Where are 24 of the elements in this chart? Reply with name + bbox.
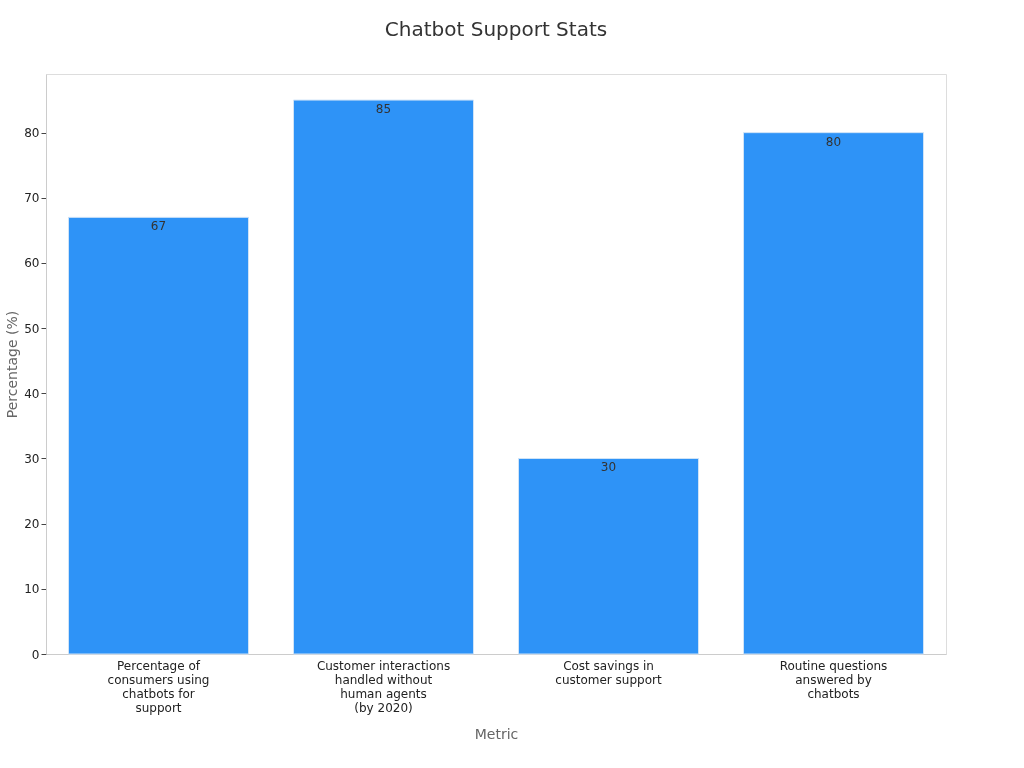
x-tick-label: Percentage of consumers using chatbots for support [107, 658, 210, 715]
bar [293, 99, 474, 655]
y-axis-title: Percentage (%) [4, 310, 21, 419]
y-tick-label: 50 [24, 321, 40, 336]
bar [743, 132, 924, 655]
bar [68, 216, 249, 655]
data-label: 80 [825, 134, 842, 149]
y-tick-label: 0 [31, 647, 40, 662]
y-tick-label: 60 [24, 256, 40, 271]
y-tick-label: 30 [24, 451, 40, 466]
data-label: 30 [600, 460, 617, 475]
data-label: 67 [150, 219, 167, 234]
x-axis-title: Metric [474, 725, 519, 742]
y-tick-label: 80 [24, 126, 40, 141]
chart-title: Chatbot Support Stats [384, 17, 608, 41]
y-tick-label: 20 [24, 517, 40, 532]
bar [518, 457, 699, 655]
x-tick-label: Customer interactions handled without human agents (by 2020) [316, 658, 451, 715]
y-tick-label: 10 [24, 582, 40, 597]
x-tick-label: Cost savings in customer support [555, 658, 662, 687]
y-tick-label: 70 [24, 191, 40, 206]
data-label: 85 [375, 102, 392, 117]
y-tick-label: 40 [24, 386, 40, 401]
x-tick-label: Routine questions answered by chatbots [779, 658, 888, 701]
